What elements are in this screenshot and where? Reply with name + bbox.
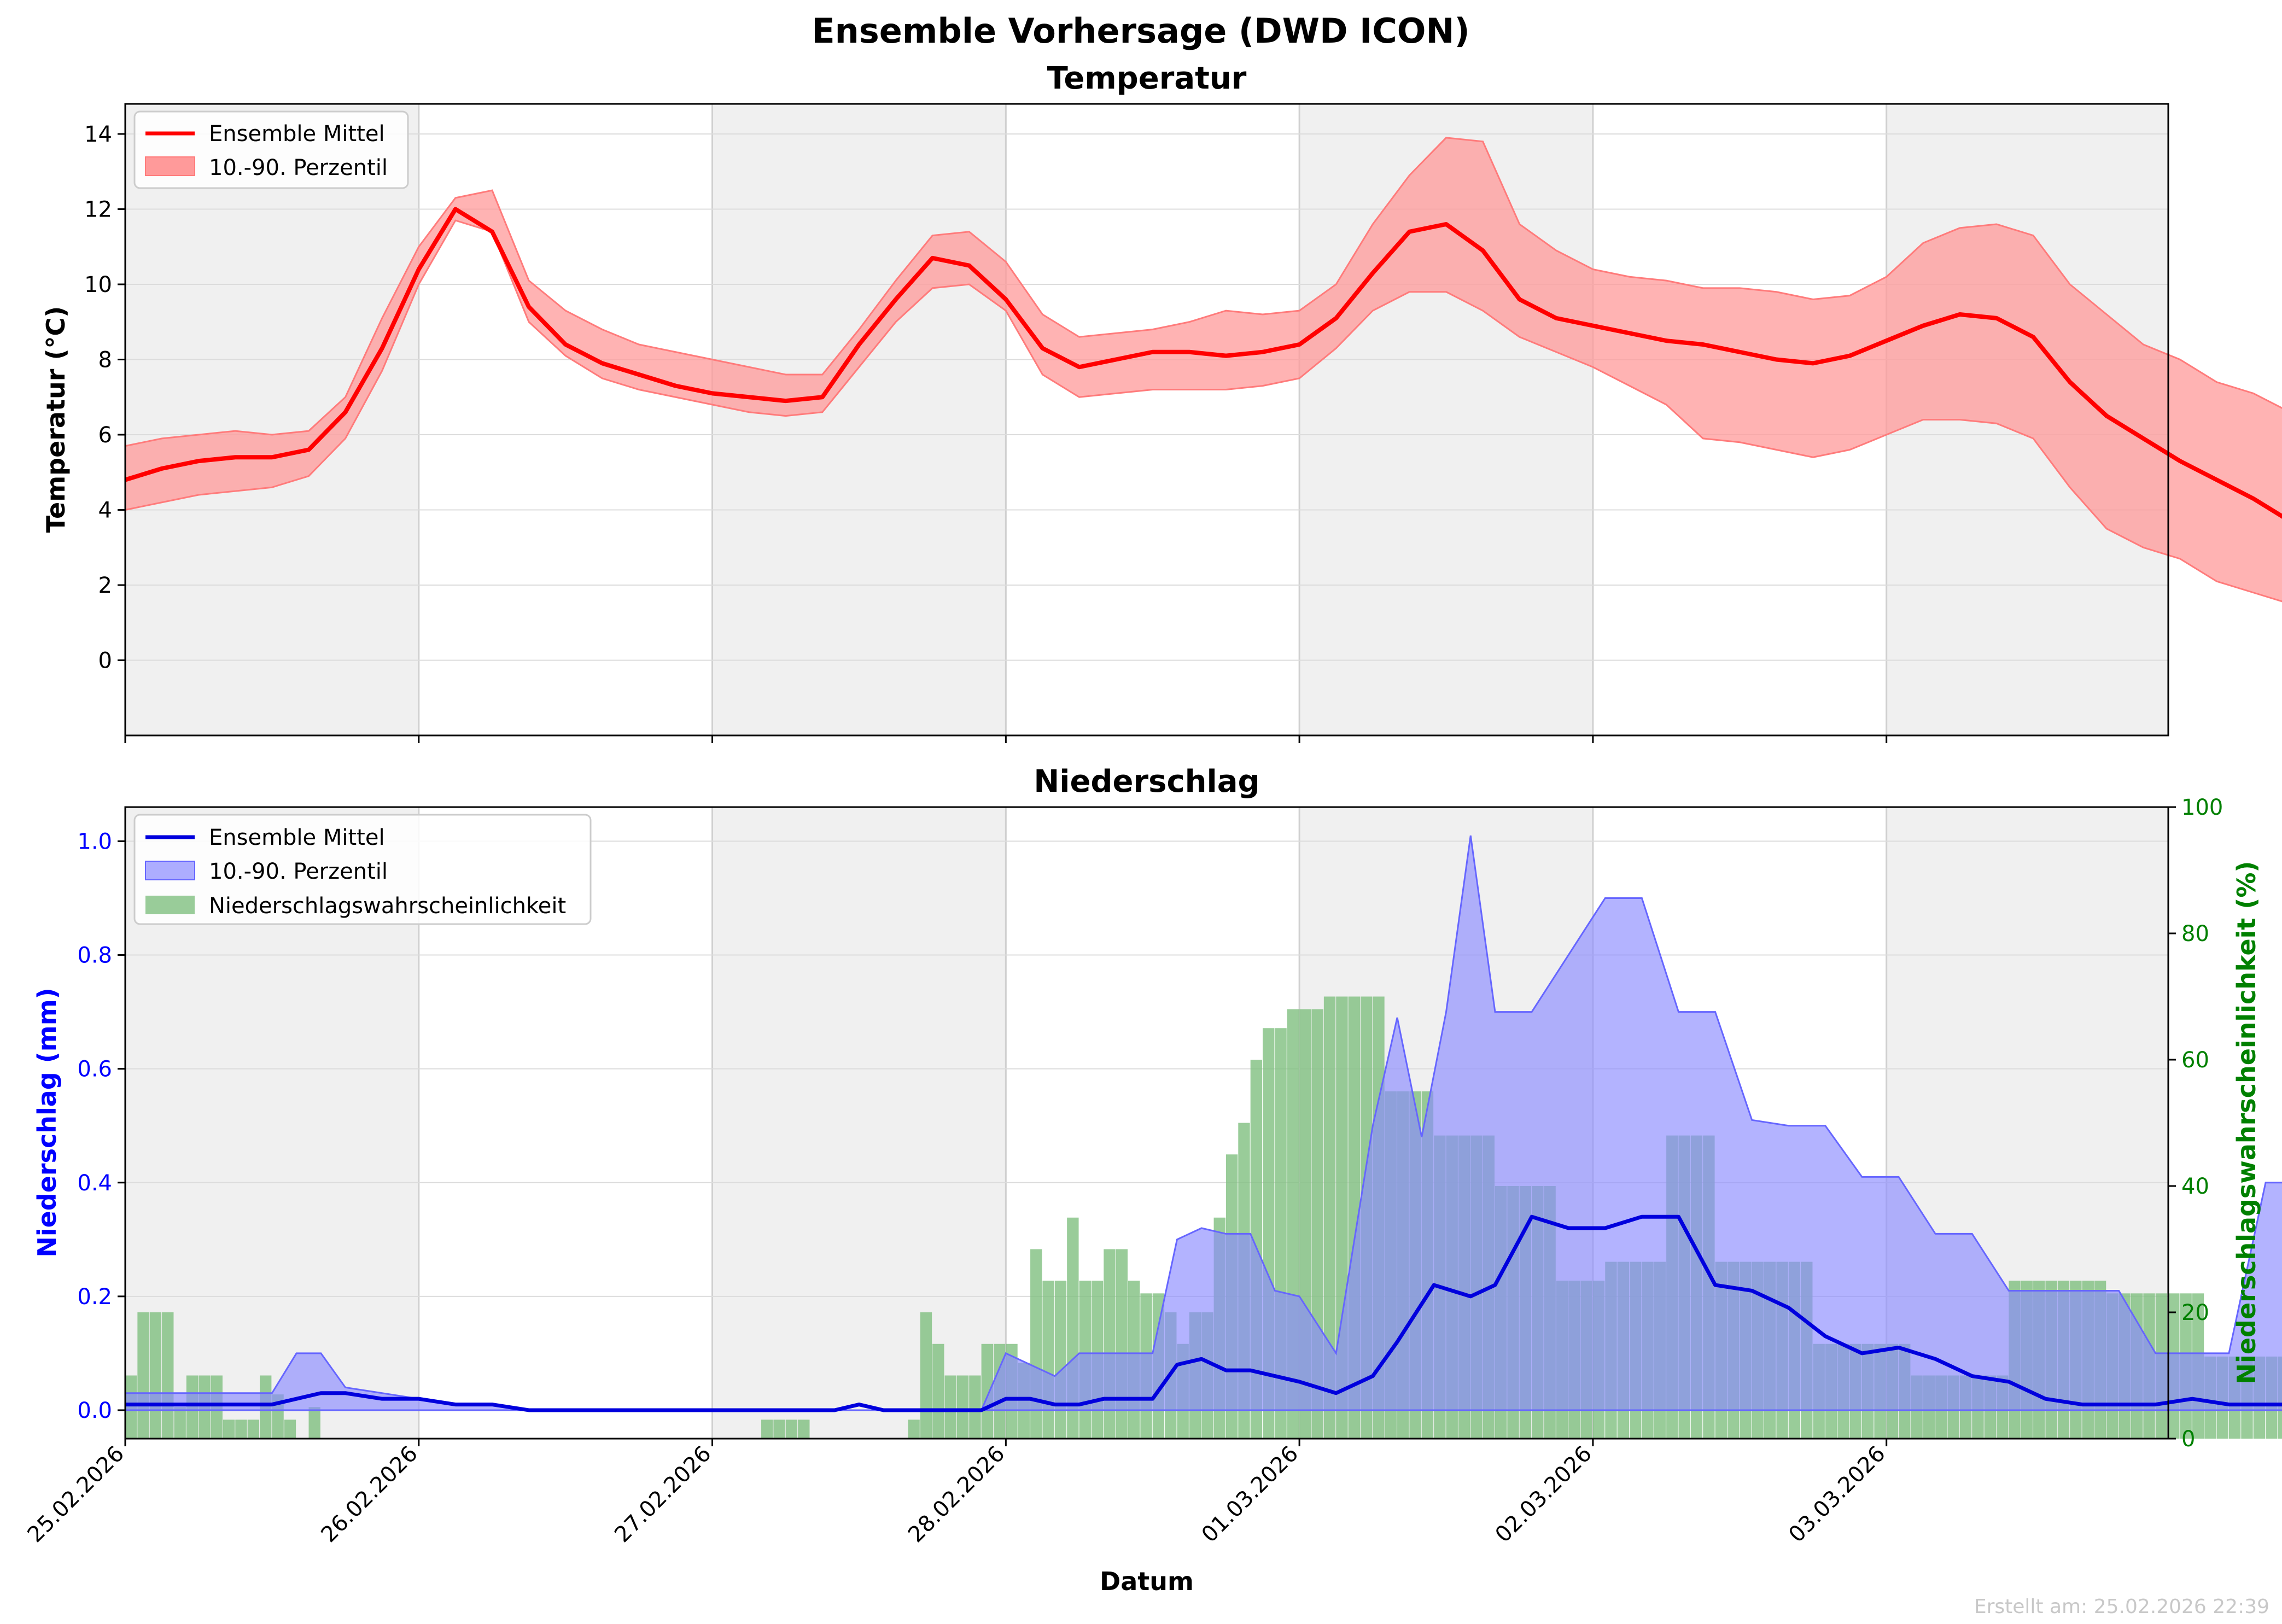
footer-timestamp: Erstellt am: 25.02.2026 22:39 (1974, 1596, 2269, 1618)
precipitation-plot-frame (124, 806, 2169, 1440)
probability-ytick-label: 0 (2181, 1427, 2195, 1452)
p-ytick-label: 0.4 (77, 1171, 112, 1196)
probability-bar (149, 1312, 162, 1439)
precipitation-y-axis-label: Niederschlag (mm) (32, 988, 62, 1257)
legend-label-precip-band: 10.-90. Perzentil (209, 859, 388, 884)
p-ytick-label: 1.0 (77, 829, 112, 854)
x-axis-label: Datum (1100, 1567, 1194, 1596)
probability-bar (956, 1375, 969, 1439)
legend-label-temp-mean: Ensemble Mittel (209, 121, 385, 147)
probability-bar (785, 1419, 798, 1439)
temperature-plot-frame (124, 103, 2169, 737)
temperature-mean-line (124, 207, 2282, 519)
p-ytick-label: 0.2 (77, 1284, 112, 1310)
probability-bar (969, 1375, 981, 1439)
precipitation-panel: 0.0 0.2 0.4 0.6 0.8 1.0 0 20 40 60 80 100 25.02.2026… (23, 795, 2282, 1547)
probability-bar (223, 1419, 235, 1439)
probability-ytick-label: 100 (2181, 795, 2223, 820)
legend-swatch-precip-band (145, 861, 195, 880)
legend-label-temp-band: 10.-90. Perzentil (209, 155, 388, 180)
t-ytick-label: 6 (98, 423, 112, 448)
temperature-legend: Ensemble Mittel 10.-90. Perzentil (133, 110, 409, 189)
probability-ytick-label: 20 (2181, 1300, 2209, 1325)
probability-bar (174, 1407, 186, 1439)
precipitation-mean-line (125, 1214, 2282, 1412)
p-ytick-label: 0.0 (77, 1398, 112, 1423)
legend-swatch-temp-band (145, 156, 195, 176)
probability-bar (920, 1312, 932, 1439)
temperature-y-axis-label: Temperatur (°C) (41, 306, 71, 533)
date-tick-label: 27.02.2026 (610, 1441, 716, 1547)
probability-ytick-label: 60 (2181, 1048, 2209, 1073)
t-day-shade (712, 104, 1006, 735)
probability-bar (284, 1419, 296, 1439)
precipitation-legend: Ensemble Mittel 10.-90. Perzentil Nieder… (133, 814, 592, 925)
probability-bar (1042, 1281, 1054, 1439)
legend-label-precip-mean: Ensemble Mittel (209, 825, 385, 850)
probability-y-axis-label: Niederschlagswahrscheinlichkeit (%) (2232, 861, 2261, 1385)
probability-bar (308, 1407, 320, 1439)
precipitation-chart-title: Niederschlag (1034, 764, 1259, 799)
probability-bar (981, 1343, 993, 1439)
probability-bar (235, 1419, 247, 1439)
probability-bar (162, 1312, 174, 1439)
t-ytick-label: 14 (84, 122, 112, 147)
probability-bar (1054, 1281, 1067, 1439)
probability-bar (247, 1419, 260, 1439)
temperature-legend-box (133, 110, 409, 189)
t-ytick-label: 10 (84, 272, 112, 297)
t-ytick-label: 12 (84, 197, 112, 223)
probability-bar (1323, 996, 1336, 1439)
t-ytick-label: 8 (98, 348, 112, 373)
date-tick-label: 03.03.2026 (1784, 1441, 1890, 1547)
precipitation-legend-box (133, 814, 592, 925)
probability-bar (932, 1343, 944, 1439)
probability-bar (944, 1375, 956, 1439)
date-tick-label: 28.02.2026 (903, 1441, 1009, 1547)
temperature-percentile-band (124, 137, 2282, 603)
temperature-chart-title: Temperatur (1047, 61, 1247, 96)
p-day-shade (712, 807, 1006, 1439)
p-ytick-label: 0.6 (77, 1057, 112, 1082)
date-tick-label: 25.02.2026 (23, 1441, 129, 1547)
t-ytick-label: 0 (98, 649, 112, 674)
probability-bar (773, 1419, 785, 1439)
t-ytick-label: 4 (98, 498, 112, 523)
t-ytick-label: 2 (98, 573, 112, 598)
date-tick-label: 02.03.2026 (1491, 1441, 1597, 1547)
probability-bar (908, 1419, 920, 1439)
figure-suptitle: Ensemble Vorhersage (DWD ICON) (812, 11, 1469, 51)
probability-bar (137, 1312, 149, 1439)
p-ytick-label: 0.8 (77, 943, 112, 968)
probability-ytick-label: 40 (2181, 1174, 2209, 1199)
precipitation-percentile-band (124, 835, 2282, 1411)
probability-ytick-label: 80 (2181, 921, 2209, 947)
date-tick-label: 01.03.2026 (1197, 1441, 1303, 1547)
t-day-shade (125, 104, 419, 735)
probability-bar (798, 1419, 810, 1439)
temperature-panel: 0 2 4 6 8 10 12 14 Temperatur (°C) Ensemble Mit… (41, 103, 2282, 743)
date-tick-label: 26.02.2026 (316, 1441, 422, 1547)
probability-bar (761, 1419, 773, 1439)
legend-swatch-probability (145, 896, 195, 914)
legend-label-probability: Niederschlagswahrscheinlichkeit (209, 893, 566, 919)
